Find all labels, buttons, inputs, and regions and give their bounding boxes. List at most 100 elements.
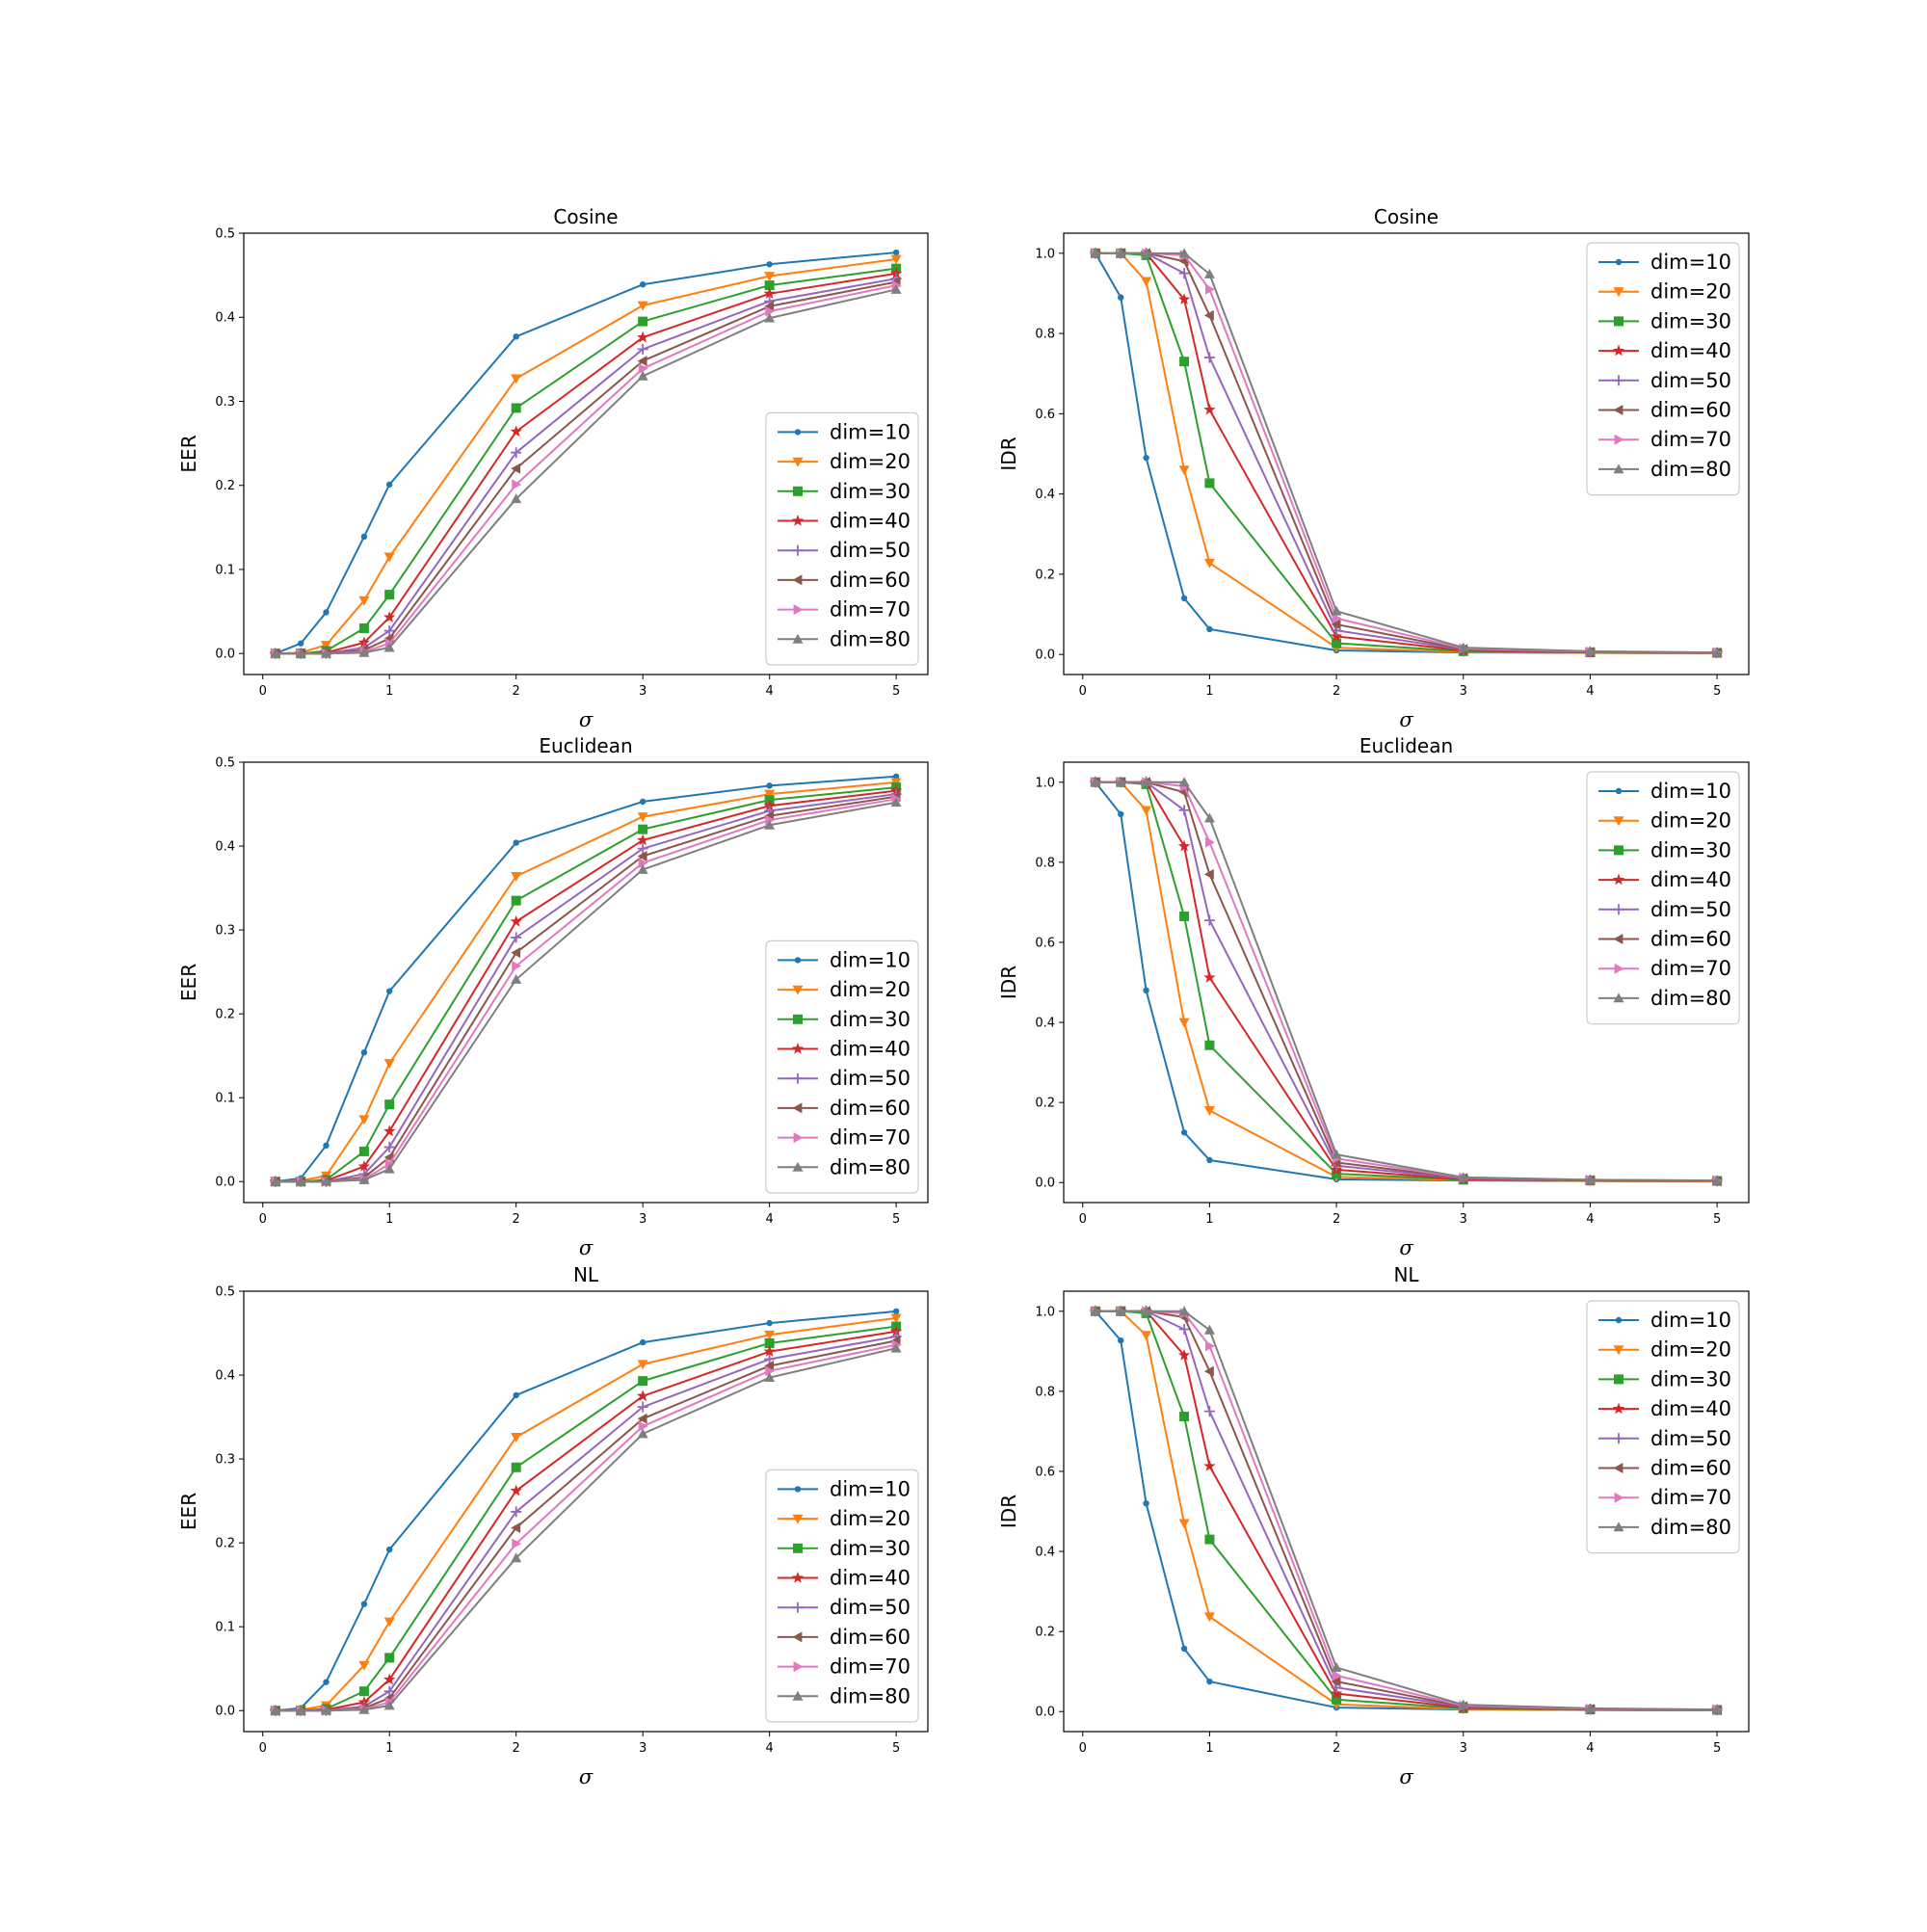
chart-panel: Cosine σ IDR 0 1 2 3 4 5 0.0 0.2 0.4 0.6 0.8 1.0 dim=10… <box>997 205 1750 731</box>
legend-label: dim=70 <box>1650 957 1731 980</box>
legend-label: dim=60 <box>830 569 911 592</box>
data-point <box>1331 1662 1342 1672</box>
y-tick-label: 0.3 <box>215 1453 235 1468</box>
data-point <box>638 857 648 868</box>
legend-swatch-marker <box>792 574 803 586</box>
x-axis-label: σ <box>1399 1236 1413 1259</box>
x-tick-label: 2 <box>1333 1741 1340 1756</box>
data-point <box>1711 647 1723 657</box>
legend-swatch-marker <box>793 604 804 616</box>
data-point <box>383 552 395 563</box>
legend-label: dim=20 <box>1650 809 1731 833</box>
data-point <box>637 850 647 861</box>
legend-swatch-marker <box>1614 1374 1623 1385</box>
data-point <box>766 261 773 268</box>
data-point <box>892 773 900 780</box>
legend-swatch-marker <box>1613 992 1624 1003</box>
data-point <box>511 1552 522 1563</box>
legend-label: dim=80 <box>1650 458 1731 481</box>
legend-label: dim=50 <box>830 1067 911 1090</box>
legend-label: dim=30 <box>1650 838 1731 861</box>
x-tick-label: 2 <box>513 1741 520 1756</box>
y-tick-label: 0.8 <box>1035 328 1055 342</box>
data-point <box>1204 1534 1215 1545</box>
x-tick-label: 5 <box>892 1741 900 1756</box>
y-tick-label: 0.0 <box>1035 1706 1055 1720</box>
data-point <box>1203 812 1215 823</box>
y-tick-label: 0.8 <box>1035 856 1055 870</box>
data-point <box>639 1338 647 1346</box>
data-point <box>384 1158 395 1170</box>
data-point <box>320 648 331 658</box>
legend-swatch-marker <box>1614 845 1623 856</box>
x-tick-label: 3 <box>639 684 647 699</box>
y-tick-label: 0.5 <box>215 227 235 242</box>
y-tick-label: 0.4 <box>215 840 235 855</box>
legend-swatch-marker <box>793 486 803 496</box>
x-tick-label: 0 <box>259 1741 267 1756</box>
data-point <box>637 843 648 855</box>
data-point <box>764 789 776 800</box>
y-tick-label: 0.2 <box>1035 1626 1055 1640</box>
legend-label: dim=60 <box>1650 1457 1731 1480</box>
data-point <box>511 1506 522 1518</box>
data-point <box>1143 454 1149 462</box>
y-tick-label: 0.4 <box>1035 1017 1055 1031</box>
series-group <box>270 283 902 658</box>
data-point <box>764 1354 776 1365</box>
x-tick-label: 4 <box>766 1741 774 1756</box>
data-point <box>638 1420 648 1432</box>
y-tick-label: 0.4 <box>1035 488 1055 502</box>
data-point <box>892 249 900 256</box>
data-point <box>636 331 649 343</box>
legend-label: dim=60 <box>1650 928 1731 951</box>
data-point <box>1179 357 1190 367</box>
legend-swatch-marker <box>792 1514 804 1524</box>
data-point <box>1180 1645 1188 1653</box>
legend-label: dim=80 <box>830 627 911 650</box>
data-point <box>892 1308 900 1315</box>
data-point <box>511 374 522 384</box>
data-point <box>510 425 522 437</box>
y-tick-label: 0.4 <box>1035 1546 1055 1560</box>
data-point <box>383 1685 395 1697</box>
data-point <box>890 1313 902 1324</box>
data-point <box>636 834 649 846</box>
x-tick-label: 5 <box>892 1212 900 1227</box>
legend-label: dim=50 <box>830 539 911 562</box>
legend-swatch-marker <box>1613 463 1624 474</box>
legend-swatch-marker <box>792 633 804 644</box>
legend-swatch-marker <box>1613 1345 1624 1356</box>
data-point <box>511 1462 521 1472</box>
chart-panel: Euclidean σ EER 0 1 2 3 4 5 0.0 0.1 0.2 0.3 0.4 0.5 dim… <box>177 734 929 1259</box>
legend-label: dim=10 <box>1650 1309 1731 1332</box>
data-point <box>1203 914 1215 926</box>
data-point <box>511 932 522 943</box>
data-point <box>1330 1687 1343 1699</box>
legend-label: dim=10 <box>830 420 911 443</box>
legend-label: dim=40 <box>1650 339 1731 362</box>
legend-label: dim=40 <box>830 1038 911 1061</box>
legend: dim=10 dim=20 dim=30 dim=40 dim=50 dim=60 dim=… <box>765 411 919 666</box>
data-point <box>764 1330 776 1340</box>
legend-swatch-marker <box>792 544 804 556</box>
legend-box <box>1586 1300 1740 1554</box>
chart-panel: Cosine σ EER 0 1 2 3 4 5 0.0 0.1 0.2 0.3 0.4 0.5 dim=10… <box>177 205 929 731</box>
x-tick-label: 3 <box>1460 684 1467 699</box>
data-point <box>889 267 903 279</box>
chart-title: Cosine <box>553 205 618 228</box>
data-point <box>1331 1676 1341 1687</box>
series-group <box>1090 777 1723 1185</box>
x-axis-label: σ <box>1399 1765 1413 1788</box>
data-point <box>295 1705 306 1715</box>
data-point <box>765 1365 776 1377</box>
legend: dim=10 dim=20 dim=30 dim=40 dim=50 dim=60 dim=… <box>1586 771 1740 1025</box>
data-point <box>1711 1175 1723 1185</box>
data-point <box>890 797 902 807</box>
x-tick-label: 3 <box>1460 1212 1467 1227</box>
data-point <box>1180 1129 1188 1136</box>
legend-swatch-marker <box>1615 258 1623 266</box>
x-tick-label: 3 <box>639 1741 647 1756</box>
